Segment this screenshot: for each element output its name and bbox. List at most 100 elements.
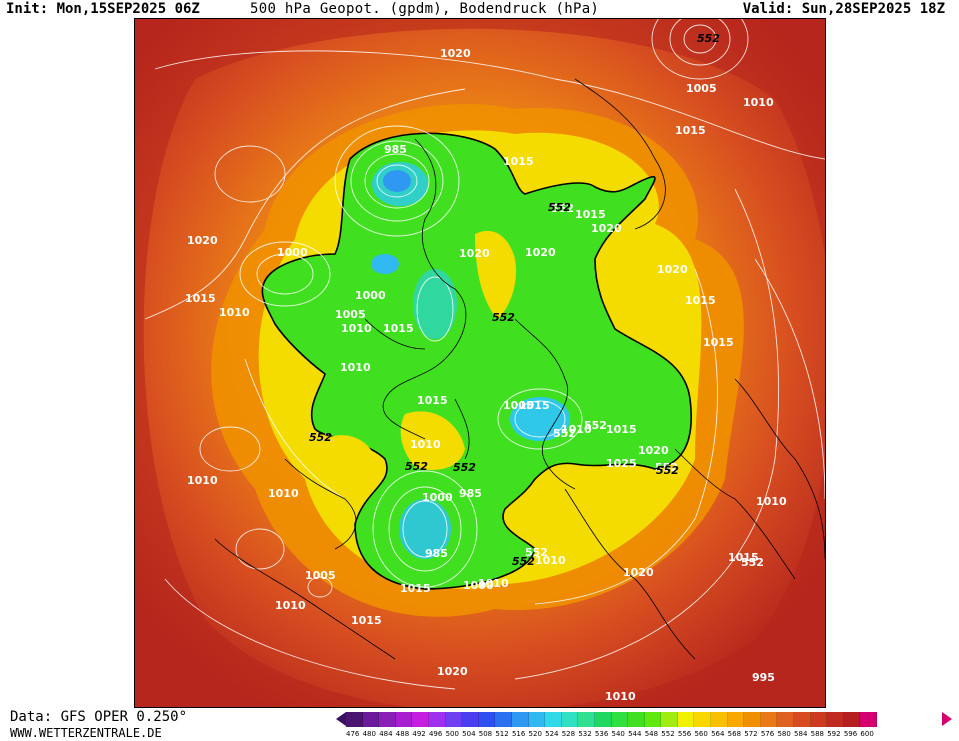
scale-cell [445, 712, 463, 727]
scale-tick-label: 504 [462, 730, 476, 738]
pressure-label: 1015 [575, 208, 606, 221]
pressure-label: 1010 [340, 361, 371, 374]
init-time: Init: Mon,15SEP2025 06Z [6, 1, 200, 17]
yellow-ridge-south [400, 411, 465, 470]
pressure-label: 1015 [685, 294, 716, 307]
scale-cell [594, 712, 612, 727]
pressure-label: 1000 [277, 246, 308, 259]
pressure-label: 1020 [591, 222, 622, 235]
scale-tick-label: 476 [346, 730, 360, 738]
pressure-label: 1015 [675, 124, 706, 137]
pressure-label: 1020 [440, 47, 471, 60]
pressure-label: 1015 [400, 582, 431, 595]
pressure-label: 1015 [185, 292, 216, 305]
scale-tick-label: 524 [545, 730, 559, 738]
scale-cell [810, 712, 828, 727]
scale-cell [843, 712, 861, 727]
pressure-label: 1015 [503, 155, 534, 168]
footer: Data: GFS OPER 0.250° WWW.WETTERZENTRALE… [0, 710, 959, 741]
scale-cell [561, 712, 579, 727]
pressure-label: 1015 [703, 336, 734, 349]
pressure-label: 1000 [463, 579, 494, 592]
pressure-label: 1010 [743, 96, 774, 109]
pressure-label: 1005 [503, 399, 534, 412]
cyan-core-center [413, 269, 457, 339]
scale-cell [511, 712, 529, 727]
scale-tick-label: 536 [594, 730, 609, 738]
yellow-ridge-inner [475, 230, 516, 319]
scale-cell [644, 712, 662, 727]
scale-tick-label: 596 [843, 730, 858, 738]
scale-tick-label: 496 [428, 730, 443, 738]
scale-cell [412, 712, 429, 727]
pressure-label: 1010 [410, 438, 441, 451]
scale-tick-label: 492 [412, 730, 426, 738]
scale-cell [578, 712, 595, 727]
yellow-ridge-west [325, 435, 375, 467]
scale-cell [379, 712, 396, 727]
color-scale: 476 480 484 488 492 496 500 504 508 512 516 520 524 5… [336, 712, 958, 740]
scale-cell [827, 712, 844, 727]
pressure-label: 1020 [623, 566, 654, 579]
geopotential-label: 552 [512, 555, 535, 568]
website-link[interactable]: WWW.WETTERZENTRALE.DE [10, 726, 162, 740]
pressure-label: 995 [752, 671, 775, 684]
scale-arrow-right [942, 712, 952, 726]
pressure-label: 1010 [268, 487, 299, 500]
pressure-label: 552 [584, 419, 607, 432]
scale-tick-label: 584 [794, 730, 808, 738]
scale-cell [794, 712, 811, 727]
pressure-label: 1010 [341, 322, 372, 335]
cyan-core-south [399, 499, 451, 559]
pressure-label: 1010 [275, 599, 306, 612]
pressure-label: 1020 [459, 247, 490, 260]
geopotential-label: 552 [405, 460, 428, 473]
geopotential-label: 552 [309, 431, 332, 444]
outer-red-band [135, 19, 825, 707]
scale-cell [545, 712, 562, 727]
scale-cell [346, 712, 363, 727]
geopotential-label: 552 [548, 201, 571, 214]
pressure-label: 1025 [606, 457, 637, 470]
scale-ticks: 476 480 484 488 492 496 500 504 508 512 516 520 524 5… [346, 729, 877, 739]
scale-tick-label: 540 [611, 730, 625, 738]
pressure-label: 552 [551, 202, 574, 215]
geopotential-label: 552 [453, 461, 476, 474]
pressure-label: 1020 [657, 263, 688, 276]
scale-tick-label: 580 [777, 730, 791, 738]
scale-cell [495, 712, 512, 727]
scale-bar [346, 712, 877, 727]
scale-cell [395, 712, 413, 727]
pressure-label: 1015 [351, 614, 382, 627]
scale-cell [677, 712, 695, 727]
green-trough-region [261, 132, 692, 590]
pressure-label: 1015 [383, 322, 414, 335]
scale-tick-label: 592 [827, 730, 841, 738]
pressure-label: 1010 [605, 690, 636, 703]
valid-time: Valid: Sun,28SEP2025 18Z [742, 1, 945, 17]
data-source: Data: GFS OPER 0.250° [10, 709, 188, 725]
pressure-label: 552 [525, 546, 548, 559]
pressure-label: 1000 [355, 289, 386, 302]
scale-cell [528, 712, 546, 727]
pressure-label: 1020 [187, 234, 218, 247]
scale-cell [777, 712, 795, 727]
scale-cell [744, 712, 761, 727]
scale-tick-label: 512 [495, 730, 509, 738]
pressure-label: 1010 [478, 577, 509, 590]
pressure-label: 1010 [535, 554, 566, 567]
scale-cell [860, 712, 877, 727]
geopotential-label: 552 [697, 32, 720, 45]
pressure-label: 1015 [728, 551, 759, 564]
scale-tick-label: 568 [727, 730, 742, 738]
blue-core-north [383, 170, 411, 192]
scale-cell [611, 712, 629, 727]
scale-cell [711, 712, 728, 727]
cyan-core-east [510, 397, 570, 441]
scale-cell [428, 712, 446, 727]
coastlines [214, 78, 825, 660]
scale-tick-label: 544 [628, 730, 642, 738]
scale-cell [628, 712, 645, 727]
